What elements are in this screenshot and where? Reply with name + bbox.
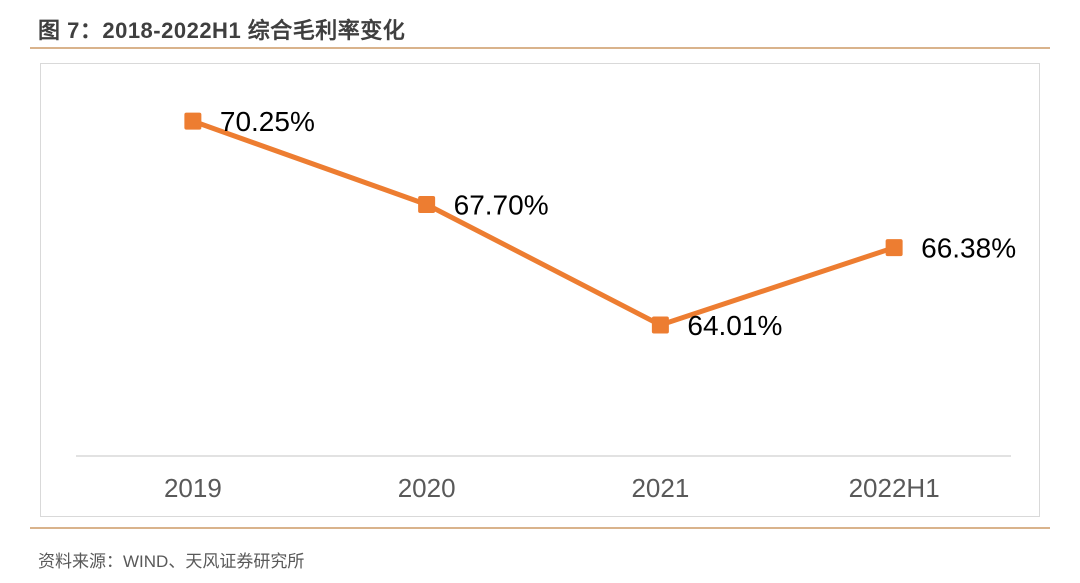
data-point-label: 66.38%	[921, 233, 1016, 264]
bottom-separator-line	[30, 527, 1050, 529]
data-point-label: 64.01%	[687, 310, 782, 341]
figure-title: 图 7：2018-2022H1 综合毛利率变化	[38, 18, 406, 43]
x-axis-tick-label: 2021	[631, 473, 689, 503]
data-point-marker	[885, 239, 903, 257]
data-point-marker	[651, 316, 669, 334]
x-axis-tick-label: 2019	[164, 473, 222, 503]
title-separator-line	[30, 47, 1050, 49]
source-attribution: 资料来源：WIND、天风证券研究所	[38, 552, 305, 571]
data-point-marker	[184, 112, 202, 130]
data-point-label: 70.25%	[220, 106, 315, 137]
x-axis-tick-label: 2022H1	[849, 473, 940, 503]
line-chart: 70.25% 2019 67.70% 2020 64.01% 2021 66.38% 2022…	[76, 106, 1016, 503]
data-point-label: 67.70%	[454, 189, 549, 220]
x-axis-tick-label: 2020	[398, 473, 456, 503]
line-series	[190, 118, 897, 328]
data-point-marker	[418, 195, 436, 213]
chart-area: 70.25% 2019 67.70% 2020 64.01% 2021 66.38% 2022…	[40, 63, 1040, 517]
